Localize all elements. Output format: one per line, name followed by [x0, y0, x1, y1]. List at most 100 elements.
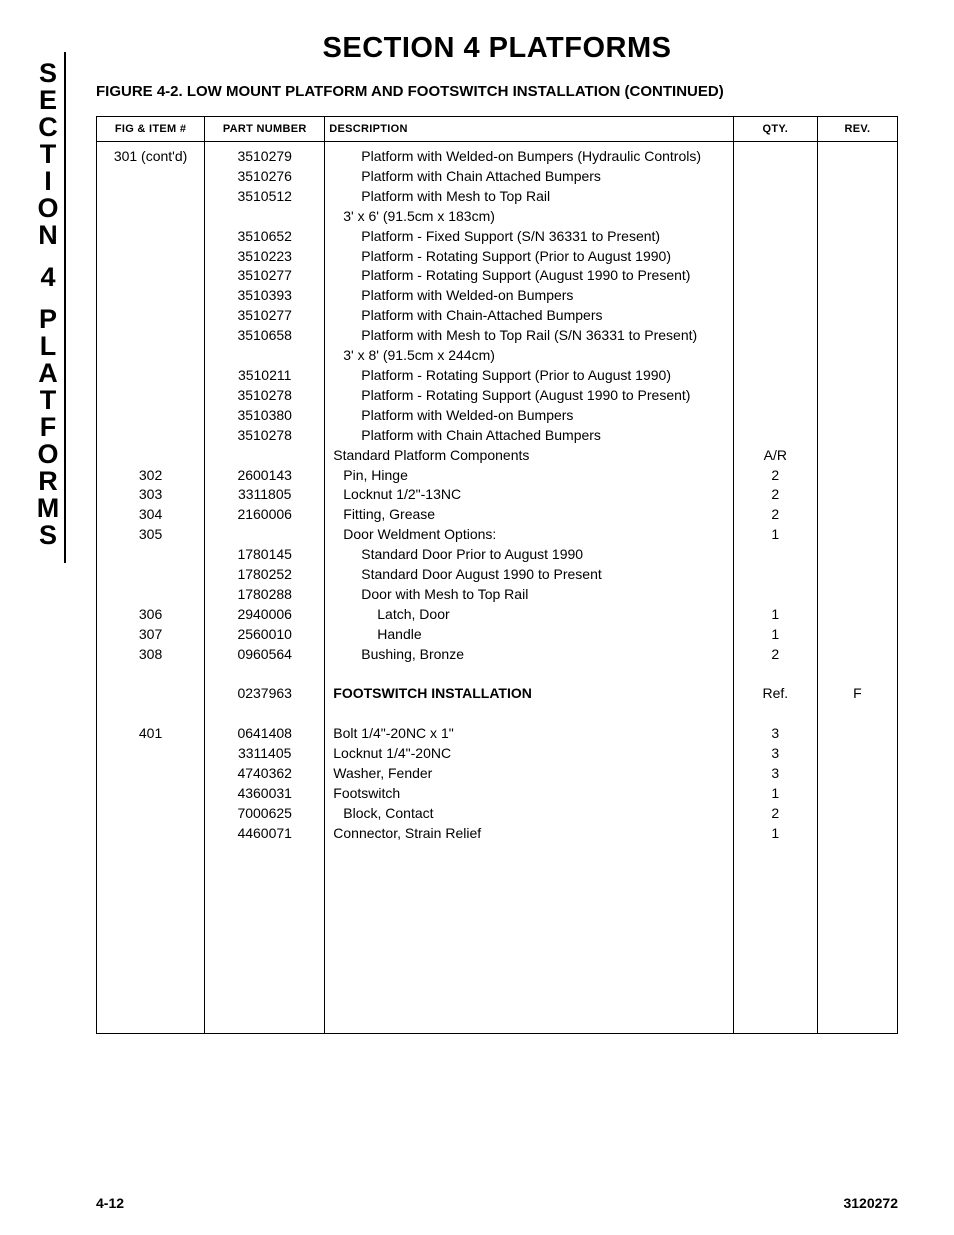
cell-fig	[97, 744, 205, 764]
cell-rev	[817, 545, 897, 565]
table-header-row: FIG & ITEM # PART NUMBER DESCRIPTION QTY…	[97, 117, 898, 142]
cell-rev	[817, 585, 897, 605]
cell-fig	[97, 306, 205, 326]
cell-description: Standard Door August 1990 to Present	[325, 565, 734, 585]
cell-qty: 2	[733, 505, 817, 525]
cell-qty	[733, 665, 817, 685]
cell-fig: 302	[97, 466, 205, 486]
cell-qty	[733, 266, 817, 286]
cell-fig	[97, 585, 205, 605]
table-row: 4360031Footswitch1	[97, 784, 898, 804]
cell-partnumber: 3510658	[205, 326, 325, 346]
cell-description: Door with Mesh to Top Rail	[325, 585, 734, 605]
cell-rev	[817, 366, 897, 386]
cell-rev	[817, 505, 897, 525]
table-row: 3510277Platform - Rotating Support (Augu…	[97, 266, 898, 286]
cell-partnumber: 1780252	[205, 565, 325, 585]
cell-partnumber: 3510278	[205, 426, 325, 446]
cell-rev	[817, 665, 897, 685]
cell-qty	[733, 704, 817, 724]
cell-rev	[817, 605, 897, 625]
side-tab-letter: O	[37, 441, 58, 468]
cell-rev	[817, 142, 897, 167]
cell-fig	[97, 446, 205, 466]
cell-partnumber: 3510393	[205, 286, 325, 306]
side-tab-letter: F	[40, 414, 57, 441]
cell-partnumber: 2160006	[205, 505, 325, 525]
cell-fig	[97, 207, 205, 227]
cell-rev	[817, 426, 897, 446]
cell-fig	[97, 545, 205, 565]
cell-rev	[817, 625, 897, 645]
cell-fig	[97, 704, 205, 724]
table-row: 3022600143Pin, Hinge2	[97, 466, 898, 486]
cell-fig: 401	[97, 724, 205, 744]
cell-qty	[733, 346, 817, 366]
table-row: 3510658Platform with Mesh to Top Rail (S…	[97, 326, 898, 346]
cell-fig: 301 (cont'd)	[97, 142, 205, 167]
cell-fig	[97, 286, 205, 306]
cell-description: Platform with Mesh to Top Rail (S/N 3633…	[325, 326, 734, 346]
cell-fig: 305	[97, 525, 205, 545]
side-tab: SECTION4PLATFORMS	[32, 52, 66, 563]
cell-rev	[817, 247, 897, 267]
cell-description: Locknut 1/2"-13NC	[325, 485, 734, 505]
cell-qty	[733, 565, 817, 585]
cell-fig: 306	[97, 605, 205, 625]
page-footer: 4-12 3120272	[96, 1195, 898, 1211]
table-row	[97, 704, 898, 724]
cell-qty	[733, 326, 817, 346]
cell-rev	[817, 466, 897, 486]
cell-fig	[97, 426, 205, 446]
cell-qty	[733, 227, 817, 247]
cell-description: Locknut 1/4"-20NC	[325, 744, 734, 764]
cell-description: Standard Door Prior to August 1990	[325, 545, 734, 565]
cell-partnumber: 3510512	[205, 187, 325, 207]
cell-partnumber: 4360031	[205, 784, 325, 804]
cell-partnumber: 0960564	[205, 645, 325, 665]
table-row: 4740362Washer, Fender3	[97, 764, 898, 784]
cell-partnumber: 1780288	[205, 585, 325, 605]
table-row: 4010641408Bolt 1/4"-20NC x 1"3	[97, 724, 898, 744]
cell-rev	[817, 207, 897, 227]
cell-partnumber: 3510380	[205, 406, 325, 426]
cell-description: Footswitch	[325, 784, 734, 804]
cell-rev	[817, 804, 897, 824]
cell-partnumber: 7000625	[205, 804, 325, 824]
cell-fig	[97, 824, 205, 844]
cell-fig	[97, 386, 205, 406]
cell-description: Bushing, Bronze	[325, 645, 734, 665]
cell-description: Latch, Door	[325, 605, 734, 625]
cell-fig	[97, 665, 205, 685]
cell-rev	[817, 406, 897, 426]
table-row: 301 (cont'd)3510279Platform with Welded-…	[97, 142, 898, 167]
cell-qty	[733, 167, 817, 187]
cell-rev: F	[817, 684, 897, 704]
cell-partnumber: 3510652	[205, 227, 325, 247]
cell-description: Platform - Fixed Support (S/N 36331 to P…	[325, 227, 734, 247]
table-filler-row	[97, 844, 898, 1034]
cell-partnumber: 2940006	[205, 605, 325, 625]
cell-description: Platform with Mesh to Top Rail	[325, 187, 734, 207]
table-row: Standard Platform ComponentsA/R	[97, 446, 898, 466]
cell-description: Platform with Chain-Attached Bumpers	[325, 306, 734, 326]
table-row: 0237963FOOTSWITCH INSTALLATIONRef.F	[97, 684, 898, 704]
cell-description: Platform - Rotating Support (Prior to Au…	[325, 247, 734, 267]
cell-fig	[97, 764, 205, 784]
cell-fig	[97, 684, 205, 704]
side-tab-letter: R	[38, 468, 58, 495]
side-tab-letter: N	[38, 222, 58, 249]
cell-rev	[817, 306, 897, 326]
col-header-rev: REV.	[817, 117, 897, 142]
cell-rev	[817, 187, 897, 207]
cell-partnumber: 4740362	[205, 764, 325, 784]
parts-table: FIG & ITEM # PART NUMBER DESCRIPTION QTY…	[96, 116, 898, 1034]
cell-qty: 1	[733, 605, 817, 625]
cell-partnumber: 3510277	[205, 266, 325, 286]
table-row: 3510380Platform with Welded-on Bumpers	[97, 406, 898, 426]
cell-partnumber: 2560010	[205, 625, 325, 645]
table-row: 3062940006Latch, Door1	[97, 605, 898, 625]
cell-partnumber: 3311805	[205, 485, 325, 505]
cell-fig	[97, 804, 205, 824]
col-header-description: DESCRIPTION	[325, 117, 734, 142]
